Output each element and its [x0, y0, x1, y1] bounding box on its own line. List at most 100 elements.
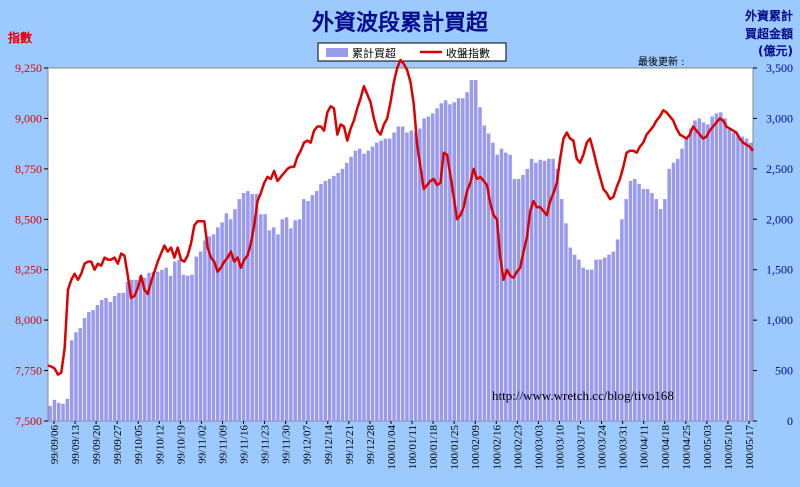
x-tick-label: 99/10/19 [175, 425, 187, 465]
left-tick-label: 8,000 [15, 313, 42, 327]
x-tick-label: 100/04/11 [639, 425, 651, 469]
bar [379, 140, 383, 421]
watermark-url: http://www.wretch.cc/blog/tivo168 [492, 388, 674, 403]
bar [284, 217, 289, 421]
bar [259, 214, 263, 421]
bar [585, 269, 590, 421]
legend-bar-swatch [326, 48, 348, 57]
bar [482, 125, 487, 422]
bar [676, 158, 680, 421]
bar [525, 168, 530, 421]
bar [185, 275, 190, 421]
bar [710, 116, 714, 421]
bar [551, 158, 555, 421]
update-note: 最後更新 : [638, 55, 685, 68]
bar [581, 267, 585, 421]
bar [216, 227, 220, 421]
bar [405, 132, 409, 422]
left-tick-label: 8,250 [15, 263, 42, 277]
bar [340, 168, 345, 421]
bar [181, 274, 186, 421]
x-tick-label: 100/01/04 [386, 425, 398, 470]
bar [633, 178, 637, 421]
x-tick-label: 100/01/11 [407, 425, 419, 469]
bar [375, 142, 379, 421]
x-tick-label: 99/12/28 [365, 425, 377, 465]
bar [418, 128, 422, 421]
bar [473, 80, 478, 421]
legend: 累計買超 收盤指數 [317, 42, 507, 62]
bar [529, 158, 534, 421]
bar [155, 271, 160, 421]
x-tick-label: 99/11/30 [281, 425, 293, 464]
bar [336, 172, 340, 421]
bar [740, 136, 745, 421]
bar [607, 254, 611, 421]
x-tick-label: 100/04/18 [660, 425, 672, 470]
bar [246, 191, 250, 421]
bar [194, 256, 199, 421]
bar [138, 275, 143, 421]
x-tick-label: 100/03/03 [533, 425, 545, 470]
bar [134, 279, 138, 421]
bar [267, 230, 272, 421]
x-tick-label: 100/03/31 [618, 425, 630, 470]
bar [697, 118, 702, 422]
bar [228, 219, 233, 421]
left-tick-label: 7,750 [15, 364, 42, 378]
bar [112, 295, 117, 421]
x-tick-label: 100/04/25 [681, 425, 693, 470]
bar [168, 275, 173, 421]
bar [448, 104, 452, 421]
bar [254, 194, 259, 421]
bar [413, 132, 418, 422]
bar [594, 259, 598, 421]
bar [370, 146, 375, 422]
bar [654, 199, 659, 421]
bar [95, 305, 100, 421]
left-tick-label: 9,250 [15, 61, 42, 75]
bar [190, 274, 194, 421]
bar [590, 269, 594, 421]
bar [577, 259, 581, 421]
bar [667, 168, 671, 421]
left-tick-label: 8,500 [15, 212, 42, 226]
bar [160, 269, 164, 421]
bar [598, 259, 603, 421]
bar [430, 113, 435, 421]
right-tick-label: 2,000 [766, 212, 793, 226]
x-axis-ticks: 99/09/06 99/09/13 99/09/20 99/09/27 99/10/05… [49, 421, 756, 470]
bar [727, 128, 732, 421]
x-tick-label: 99/09/27 [112, 425, 124, 465]
bar [744, 138, 749, 421]
x-tick-label: 99/11/02 [196, 425, 208, 464]
bar [387, 138, 392, 421]
left-axis-label: 指數 [8, 30, 32, 45]
x-tick-label: 100/01/25 [449, 425, 461, 470]
bar [671, 162, 676, 421]
bar [422, 118, 426, 422]
bar [61, 403, 65, 421]
bar [220, 222, 224, 421]
right-tick-label: 3,000 [766, 111, 793, 125]
bar [396, 126, 401, 421]
x-tick-label: 99/12/14 [323, 425, 335, 465]
x-tick-label: 99/11/09 [218, 425, 230, 464]
x-tick-label: 100/02/23 [512, 425, 524, 470]
bar [151, 271, 156, 421]
bar [108, 301, 113, 421]
bar [241, 193, 246, 421]
right-tick-label: 500 [775, 364, 793, 378]
x-tick-label: 100/03/17 [576, 425, 588, 470]
bar [564, 223, 568, 421]
bar [302, 199, 306, 421]
bar [173, 261, 177, 421]
x-tick-label: 100/03/10 [555, 425, 567, 470]
bar [224, 213, 229, 421]
left-tick-label: 7,500 [15, 414, 42, 428]
bar [628, 180, 633, 421]
bar [409, 130, 413, 421]
legend-line-label: 收盤指數 [446, 46, 490, 60]
bar [125, 281, 130, 421]
bar [289, 228, 293, 421]
